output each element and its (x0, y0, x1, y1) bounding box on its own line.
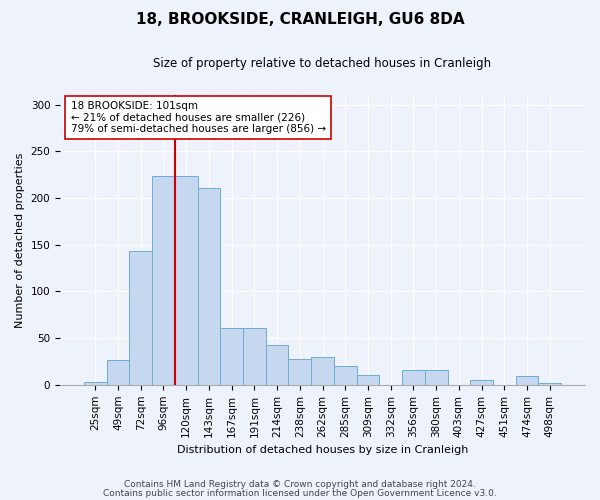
Bar (425, 370, 448, 385)
Text: Contains HM Land Registry data © Crown copyright and database right 2024.: Contains HM Land Registry data © Crown c… (124, 480, 476, 489)
Text: 18 BROOKSIDE: 101sqm
← 21% of detached houses are smaller (226)
79% of semi-deta: 18 BROOKSIDE: 101sqm ← 21% of detached h… (71, 101, 326, 134)
Bar (152, 176, 175, 385)
Bar (289, 358, 311, 385)
Text: Contains public sector information licensed under the Open Government Licence v3: Contains public sector information licen… (103, 488, 497, 498)
X-axis label: Distribution of detached houses by size in Cranleigh: Distribution of detached houses by size … (177, 445, 468, 455)
Bar (470, 380, 493, 385)
Bar (538, 383, 561, 385)
Bar (356, 376, 379, 385)
Bar (334, 366, 356, 385)
Text: 18, BROOKSIDE, CRANLEIGH, GU6 8DA: 18, BROOKSIDE, CRANLEIGH, GU6 8DA (136, 12, 464, 28)
Bar (84, 382, 107, 385)
Bar (130, 252, 152, 385)
Title: Size of property relative to detached houses in Cranleigh: Size of property relative to detached ho… (154, 58, 491, 70)
Bar (175, 176, 197, 385)
Bar (107, 360, 130, 385)
Bar (311, 357, 334, 385)
Bar (266, 344, 289, 385)
Bar (220, 328, 243, 385)
Y-axis label: Number of detached properties: Number of detached properties (15, 152, 25, 328)
Bar (197, 188, 220, 385)
Bar (402, 370, 425, 385)
Bar (515, 376, 538, 385)
Bar (243, 328, 266, 385)
